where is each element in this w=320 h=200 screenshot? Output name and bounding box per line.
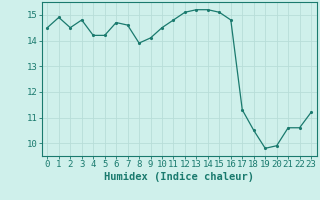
X-axis label: Humidex (Indice chaleur): Humidex (Indice chaleur) <box>104 172 254 182</box>
